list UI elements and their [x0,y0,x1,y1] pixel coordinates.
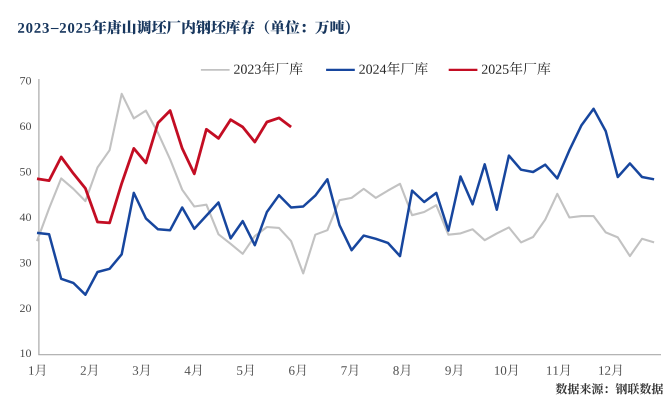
svg-text:40: 40 [20,210,32,224]
svg-text:20: 20 [20,301,32,315]
svg-text:60: 60 [20,119,32,133]
svg-text:10: 10 [20,346,32,360]
svg-text:70: 70 [20,74,32,88]
svg-text:50: 50 [20,164,32,178]
svg-text:30: 30 [20,255,32,269]
